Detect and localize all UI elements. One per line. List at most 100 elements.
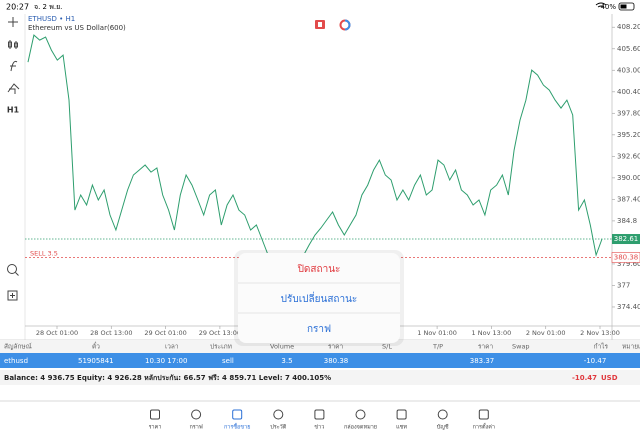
x-tick-label: 1 Nov 13:00 (472, 329, 512, 337)
x-tick-label: 29 Oct 13:00 (199, 329, 241, 337)
menu-item[interactable]: ปรับเปลี่ยนสถานะ (281, 291, 358, 305)
cell: sell (222, 357, 234, 365)
y-tick-label: 397.80 (617, 109, 640, 117)
tab-icon[interactable] (396, 409, 407, 420)
wifi-icon (595, 2, 607, 8)
column-header: ราคา (328, 343, 343, 351)
total-profit: -10.47 (572, 374, 597, 382)
column-header: ราคา (478, 343, 493, 351)
status-battery: 40% (600, 3, 616, 11)
tab-label[interactable]: ประวัติ (270, 424, 286, 431)
battery-icon (618, 2, 635, 11)
y-tick-label: 379.60 (617, 260, 640, 268)
tab-label[interactable]: ข่าว (314, 425, 324, 431)
objects-tool[interactable] (7, 83, 20, 94)
cell: 383.37 (470, 357, 495, 365)
crosshair-tool[interactable] (8, 17, 18, 27)
tab-icon[interactable] (273, 409, 284, 420)
menu-panel (238, 253, 400, 343)
x-tick-label: 2 Nov 13:00 (580, 329, 620, 337)
y-tick-label: 392.60 (617, 152, 640, 160)
column-header: สัญลักษณ์ (4, 343, 32, 351)
cell: -10.47 (584, 357, 607, 365)
y-tick-label: 374.40 (617, 303, 640, 311)
tab-label[interactable]: กล่องจดหมาย (344, 425, 377, 431)
tab-label[interactable]: การตั้งค่า (473, 423, 495, 431)
zoom-handle (15, 272, 19, 276)
cell: 3.5 (281, 357, 292, 365)
column-header: หมายเหตุ (622, 343, 640, 351)
chart-layer: 374.40 377 379.60 384.8 387.40 390.00 392.60 39… (25, 23, 640, 337)
bid-price-box (612, 234, 640, 245)
column-header: T/P (432, 343, 443, 351)
candles-tool[interactable] (8, 40, 18, 49)
menu-item[interactable]: ปิดสถานะ (297, 264, 340, 275)
x-tick-label: 2 Nov 01:00 (526, 329, 566, 337)
x-tick-label: 1 Nov 01:00 (417, 329, 457, 337)
y-tick-label: 395.20 (617, 131, 640, 139)
tab-icon[interactable] (232, 409, 243, 420)
currency: USD (601, 374, 618, 382)
status-time: 20:27 (6, 3, 29, 12)
tab-label[interactable]: กราฟ (189, 424, 202, 431)
cell: 380.38 (324, 357, 349, 365)
zoom-tool[interactable] (7, 264, 17, 274)
order-line-label: SELL 3.5 (30, 249, 58, 257)
summary-row (0, 370, 640, 385)
balance-summary: Balance: 4 936.75 Equity: 4 926.28 หลักป… (4, 374, 331, 382)
x-tick-label: 28 Oct 13:00 (90, 329, 132, 337)
cell: ethusd (4, 357, 28, 365)
signal-glyph (344, 19, 351, 31)
order-price-label: 380.38 (614, 253, 639, 261)
column-header: ตั๋ว (92, 341, 100, 350)
chart-description: Ethereum vs US Dollar(600) (28, 24, 126, 32)
indicator-tool[interactable] (10, 60, 18, 72)
bid-price-label: 382.61 (614, 235, 639, 243)
column-header: S/L (382, 343, 392, 351)
tab-bar: ราคา กราฟ การซื้อขาย ประวัติ ข่าว กล่องจดหมาย… (149, 409, 495, 431)
column-header: Volume (270, 343, 294, 351)
y-tick-label: 390.00 (617, 174, 640, 182)
selected-row[interactable] (0, 353, 640, 368)
tab-label[interactable]: บัญชี (437, 424, 449, 431)
column-header: เวลา (165, 343, 179, 351)
column-header: Swap (512, 343, 530, 351)
tab-label[interactable]: การซื้อขาย (224, 423, 250, 431)
price-line (27, 34, 603, 277)
one-click-glyph (318, 22, 322, 27)
tab-icon[interactable] (437, 409, 448, 420)
y-tick-label: 405.60 (617, 45, 640, 53)
order-price-box (611, 252, 640, 263)
timeframe-button[interactable]: H1 (7, 106, 20, 115)
tab-label[interactable]: ราคา (149, 425, 162, 431)
x-tick-label: 29 Oct 01:00 (144, 329, 186, 337)
tab-label[interactable]: แชท (396, 424, 407, 431)
y-tick-label: 403.00 (617, 66, 640, 74)
tab-icon[interactable] (314, 409, 325, 420)
tab-icon[interactable] (150, 409, 160, 420)
battery-level (620, 4, 627, 9)
y-tick-label: 408.20 (617, 23, 640, 31)
cell: 10.30 17:00 (145, 357, 187, 365)
tab-icon[interactable] (355, 409, 366, 420)
cell: 51905841 (78, 357, 114, 365)
status-date: จ. 2 พ.ย. (34, 3, 62, 11)
x-tick-label: 28 Oct 01:00 (36, 329, 78, 337)
menu-item[interactable]: กราฟ (307, 324, 331, 335)
y-tick-label: 387.40 (617, 195, 640, 203)
y-tick-label: 400.40 (617, 88, 640, 96)
tab-icon[interactable] (478, 409, 489, 420)
y-tick-label: 384.8 (617, 217, 637, 225)
add-tool[interactable] (7, 290, 18, 301)
toolbar (7, 17, 20, 301)
y-tick-label: 377 (617, 281, 630, 289)
chart-symbol: ETHUSD • H1 (28, 15, 75, 23)
column-header: ประเภท (210, 343, 232, 351)
add-plus (10, 293, 15, 298)
column-header: กำไร (594, 343, 609, 351)
tab-icon[interactable] (191, 409, 202, 420)
table-header (0, 340, 640, 353)
